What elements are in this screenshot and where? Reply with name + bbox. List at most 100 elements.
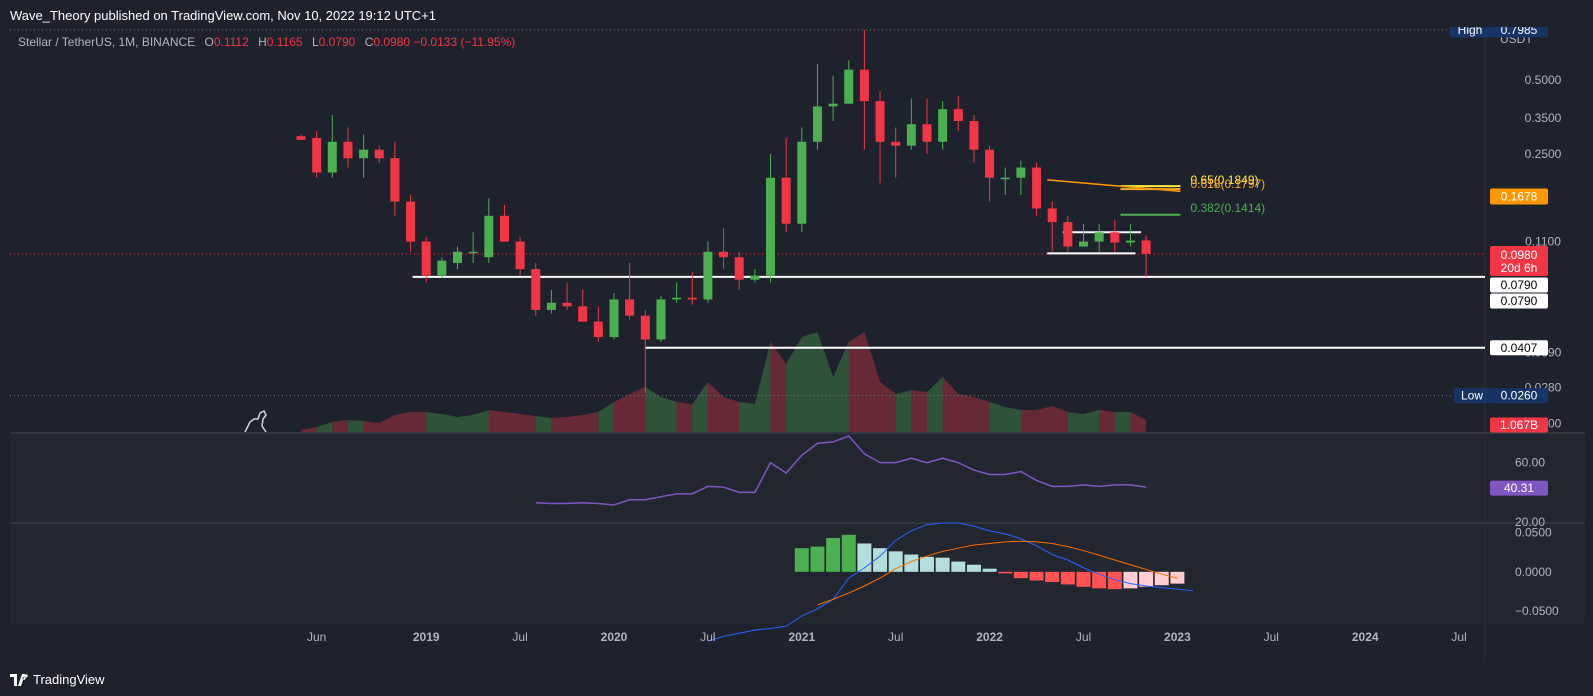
volume-area-segment [614,394,630,432]
candle-body [359,149,369,159]
candle-body [453,251,462,264]
candle-body [734,257,744,280]
volume-area-segment [379,415,395,432]
candle-body [421,241,431,276]
macd-line [707,522,1194,642]
price-axis-tick: 0.5000 [1525,73,1562,87]
candle-body [719,251,729,258]
macd-histogram-bar [794,548,809,572]
candle-body [1094,232,1104,242]
macd-histogram-bar [1076,571,1091,587]
volume-indicator-icon [244,409,267,433]
candle-body [766,177,775,276]
candle-body [296,136,306,140]
volume-area-segment [1130,412,1147,432]
macd-axis-tick: 0.0500 [1515,525,1552,539]
volume-area-segment [1036,406,1053,432]
low-value-tag-bg [1490,388,1548,404]
trend-line [1047,179,1181,193]
candle-body [687,297,697,300]
candle-body [343,141,353,159]
volume-area-segment [739,402,755,432]
macd-histogram-bar [810,546,825,572]
candle-body [750,275,760,280]
high-value-tag-bg [1490,27,1548,38]
volume-area-segment [848,332,865,432]
time-axis-tick: 2020 [601,630,628,644]
volume-area-segment [551,417,568,432]
candle-body [437,260,447,276]
fib-065-label: 0.65(0.1849) [1190,173,1258,187]
candle-body [1032,167,1042,209]
candle-body [531,269,541,310]
level-0407-tag: 0.0407 [1501,341,1538,355]
level-0790-tag-b-bg [1490,293,1548,309]
symbol-legend[interactable]: Stellar / TetherUS, 1M, BINANCE O0.1112 … [18,35,515,49]
candle-body [1047,208,1057,223]
macd-histogram-bar [935,557,950,572]
volume-area-segment [1052,406,1068,432]
high-value-tag: 0.7985 [1501,27,1538,37]
time-axis-tick: Jul [512,630,527,644]
symbol-name: Stellar / TetherUS, 1M, BINANCE [18,35,196,49]
time-axis-tick: Jul [1264,630,1279,644]
volume-area-segment [880,382,896,432]
rsi-value-tag-bg [1490,480,1548,496]
level-0790-tag-a-bg [1490,277,1548,293]
low-value: 0.0790 [318,35,356,49]
candle-body [922,124,932,142]
candle-body [312,138,322,173]
high-label-tag-bg [1450,27,1490,38]
candle-body [406,201,416,242]
volume-area-segment [535,416,552,432]
chart-frame[interactable]: 0.65(0.1849) 0.618(0.1797) 0.382(0.1414) US… [10,27,1585,660]
close-value: 0.0980 [373,35,411,49]
volume-area-segment [301,427,317,432]
macd-histogram-bar [873,548,888,572]
candle-body [640,315,650,340]
volume-area-segment [911,390,927,432]
volume-area-segment [582,412,599,432]
time-axis-tick: 2024 [1352,630,1379,644]
macd-histogram-bar [1123,571,1138,589]
volume-area-segment [958,394,974,432]
rsi-line [535,435,1147,506]
rsi-axis-tick: 20.00 [1515,515,1545,529]
candle-body [672,297,682,300]
volume-area-segment [973,397,990,432]
macd-histogram-bar [982,568,997,572]
last-price-tag: 0.0980 [1501,248,1538,262]
macd-histogram-bar [904,554,919,572]
volume-area-segment [754,342,771,432]
candle-body [906,124,916,146]
volume-area-segment [473,410,489,432]
candle-body [1016,167,1026,178]
candle-body [1110,232,1120,243]
publisher-header: Wave_Theory published on TradingView.com… [10,8,436,23]
chart-canvas[interactable]: 0.65(0.1849)0.618(0.1797)0.382(0.1414)US… [10,27,1585,660]
candle-body [468,251,478,254]
candle-body [484,215,494,258]
time-axis-tick: Jul [1451,630,1466,644]
candle-body [578,306,588,322]
candle-body [1125,240,1135,243]
tradingview-logo[interactable]: TradingView [10,672,105,687]
candle-body [812,106,822,142]
volume-area-segment [1067,412,1084,432]
volume-area-segment [520,414,536,432]
macd-histogram-bar [826,537,841,572]
candle-body [1141,240,1151,254]
volume-area-segment [1114,412,1131,432]
macd-histogram-bar [1060,571,1075,585]
high-label: H [258,35,267,49]
candle-body [1079,241,1088,247]
volume-area-segment [645,387,661,432]
low-label: L [311,35,319,49]
volume-tag: 1.067B [1500,418,1538,432]
price-axis-tick: 0.1100 [1525,235,1561,249]
volume-area-segment [457,415,474,432]
fib-price-tag-bg [1490,188,1548,205]
volume-area-segment [363,421,380,432]
rsi-pane-bg [10,433,1585,522]
change-value: −0.0133 (−11.95%) [413,35,516,49]
